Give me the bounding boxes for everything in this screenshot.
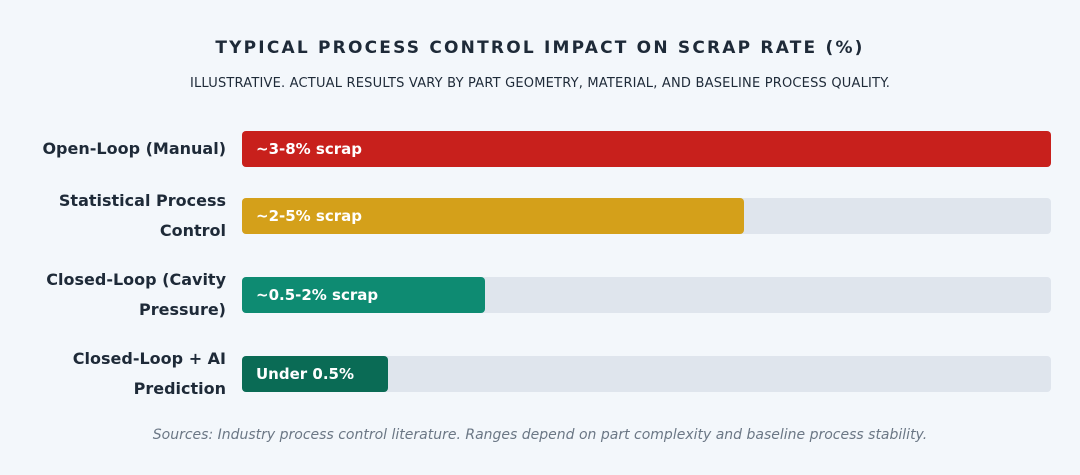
bar-value-label: Under 0.5% [256, 365, 354, 383]
bar: Under 0.5% [242, 356, 388, 392]
bar-track: Under 0.5% [242, 356, 1051, 392]
chart-source-note: Sources: Industry process control litera… [152, 427, 928, 443]
category-label: Closed-Loop + AI Prediction [72, 349, 226, 398]
bar-track: ~3-8% scrap [242, 131, 1051, 167]
bar-value-label: ~3-8% scrap [256, 140, 362, 158]
category-label: Open-Loop (Manual) [42, 139, 226, 158]
bar-value-label: ~2-5% scrap [256, 207, 362, 225]
bar: ~2-5% scrap [242, 198, 744, 234]
bar-track: ~0.5-2% scrap [242, 277, 1051, 313]
bar-track: ~2-5% scrap [242, 198, 1051, 234]
category-label: Closed-Loop (Cavity Pressure) [46, 270, 226, 319]
bar: ~0.5-2% scrap [242, 277, 485, 313]
chart-title: Typical Process Control Impact on Scrap … [215, 38, 865, 58]
bar-value-label: ~0.5-2% scrap [256, 286, 379, 304]
category-label: Statistical Process Control [58, 191, 226, 240]
chart-subtitle: Illustrative. Actual results vary by par… [189, 76, 891, 91]
bar: ~3-8% scrap [242, 131, 1051, 167]
